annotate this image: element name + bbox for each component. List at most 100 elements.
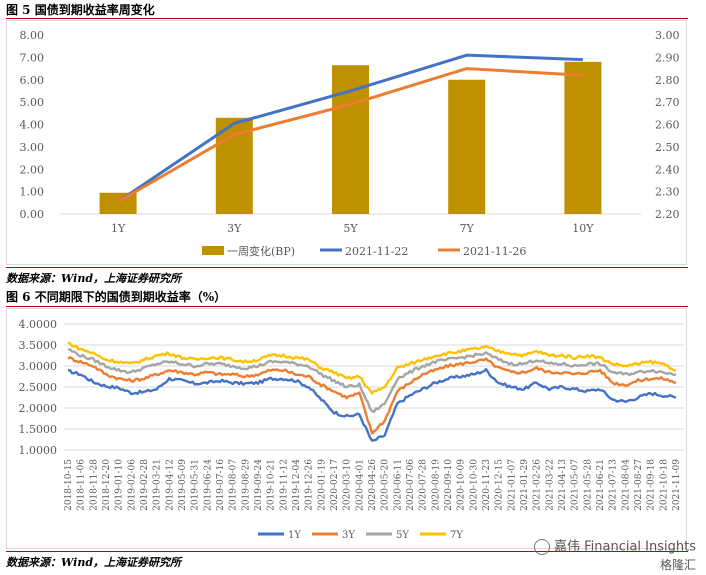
figure5-source: 数据来源：Wind，上海证券研究所 bbox=[6, 272, 182, 285]
x-tick-label: 2019-01-10 bbox=[115, 459, 125, 511]
x-tick-label: 2019-11-12 bbox=[279, 459, 289, 511]
legend-label: 5Y bbox=[396, 530, 409, 541]
x-tick-label: 5Y bbox=[343, 222, 358, 235]
x-tick-label: 2020-12-15 bbox=[495, 459, 505, 511]
y-left-tick-label: 6.00 bbox=[20, 74, 45, 87]
y-left-tick-label: 3.00 bbox=[20, 141, 45, 154]
x-tick-label: 2021-07-13 bbox=[609, 459, 619, 511]
legend-label: 2021-11-22 bbox=[345, 245, 408, 258]
x-tick-label: 2019-10-21 bbox=[267, 459, 277, 511]
x-tick-label: 2021-08-04 bbox=[621, 459, 631, 511]
watermark-line2: 格隆汇 bbox=[659, 558, 696, 572]
figure6-bottom-rule bbox=[6, 551, 688, 552]
bar-weekly-change bbox=[448, 79, 486, 214]
figure5-bottom-rule bbox=[6, 267, 688, 268]
x-tick-label: 2020-11-23 bbox=[482, 459, 492, 511]
figure5-top-rule bbox=[6, 18, 688, 19]
x-tick-label: 1Y bbox=[111, 222, 126, 235]
y-right-tick-label: 2.80 bbox=[655, 74, 680, 87]
x-tick-label: 2021-10-18 bbox=[659, 459, 669, 511]
x-tick-label: 2020-03-10 bbox=[343, 459, 353, 511]
legend-label: 1Y bbox=[288, 530, 301, 541]
x-tick-label: 10Y bbox=[572, 222, 594, 235]
y-left-tick-label: 8.00 bbox=[20, 29, 45, 42]
y-tick-label: 2.5000 bbox=[19, 381, 58, 394]
legend-label: 7Y bbox=[450, 530, 463, 541]
x-tick-label: 2021-01-29 bbox=[520, 459, 530, 511]
x-tick-label: 2021-05-07 bbox=[571, 459, 581, 511]
wechat-icon bbox=[533, 539, 550, 555]
x-tick-label: 2021-08-27 bbox=[634, 459, 644, 511]
y-left-tick-label: 2.00 bbox=[20, 163, 45, 176]
y-tick-label: 3.0000 bbox=[19, 360, 58, 373]
line-series-5Y bbox=[67, 348, 677, 414]
legend-label: 一周变化(BP) bbox=[227, 244, 295, 258]
x-tick-label: 2020-04-01 bbox=[355, 459, 365, 511]
y-tick-label: 2.0000 bbox=[19, 402, 58, 415]
chart1-frame bbox=[6, 20, 687, 265]
x-tick-label: 2020-07-06 bbox=[406, 459, 416, 511]
yield-weekly-change-chart: 0.00 1.00 2.00 3.00 4.00 5.00 6.00 7.00 8.00 2.20… bbox=[6, 20, 687, 265]
figure5-title: 图 5 国债到期收益率周变化 bbox=[6, 3, 155, 17]
figure6-source: 数据来源：Wind，上海证券研究所 bbox=[6, 556, 182, 569]
y-right-tick-label: 2.90 bbox=[655, 51, 680, 64]
x-tick-label: 2021-04-13 bbox=[558, 459, 568, 511]
x-tick-label: 2019-04-12 bbox=[165, 459, 175, 511]
y-right-tick-label: 2.50 bbox=[655, 141, 680, 154]
y-tick-label: 1.0000 bbox=[19, 444, 58, 457]
watermark-line1: 嘉伟 Financial Insights bbox=[533, 539, 696, 555]
x-tick-label: 2021-11-09 bbox=[672, 459, 682, 511]
yield-by-term-chart: 1.0000 1.5000 2.0000 2.5000 3.0000 3.5000 4.00… bbox=[6, 308, 687, 549]
x-tick-label: 2020-04-26 bbox=[368, 459, 378, 511]
figure6-title: 图 6 不同期限下的国债到期收益率（%） bbox=[6, 290, 227, 304]
y-right-tick-label: 2.40 bbox=[655, 163, 680, 176]
x-tick-label: 2019-02-06 bbox=[127, 459, 137, 511]
y-left-tick-label: 1.00 bbox=[20, 186, 45, 199]
line-series-3Y bbox=[67, 356, 677, 435]
y-tick-label: 3.5000 bbox=[19, 339, 58, 352]
x-tick-label: 2020-05-20 bbox=[381, 459, 391, 511]
y-tick-label: 1.5000 bbox=[19, 423, 58, 436]
x-tick-label: 2019-06-24 bbox=[203, 459, 213, 511]
x-tick-label: 2018-10-15 bbox=[64, 459, 74, 511]
legend-swatch-bar bbox=[202, 246, 224, 255]
x-tick-label: 2020-10-30 bbox=[469, 459, 479, 511]
x-tick-label: 2019-08-29 bbox=[241, 459, 251, 511]
x-tick-label: 2018-11-28 bbox=[89, 459, 99, 511]
x-tick-label: 2020-10-09 bbox=[457, 459, 467, 511]
y-right-tick-label: 2.70 bbox=[655, 96, 680, 109]
x-tick-label: 2019-09-24 bbox=[254, 459, 264, 511]
y-left-tick-label: 5.00 bbox=[20, 96, 45, 109]
x-tick-label: 2020-07-28 bbox=[419, 459, 429, 511]
x-tick-label: 2021-05-28 bbox=[583, 459, 593, 511]
x-tick-label: 2018-12-20 bbox=[102, 459, 112, 511]
line-series-1Y bbox=[67, 368, 677, 442]
line-series-2021-11-26 bbox=[117, 67, 583, 203]
x-tick-label: 2020-01-19 bbox=[317, 459, 327, 511]
x-tick-label: 2021-01-07 bbox=[507, 459, 517, 511]
x-tick-label: 2019-12-04 bbox=[292, 459, 302, 511]
line-series-7Y bbox=[67, 341, 677, 395]
x-tick-label: 3Y bbox=[227, 222, 242, 235]
y-right-tick-label: 2.20 bbox=[655, 208, 680, 221]
legend-label: 2021-11-26 bbox=[463, 245, 526, 258]
x-tick-label: 2021-09-18 bbox=[647, 459, 657, 511]
x-tick-label: 2019-12-26 bbox=[305, 459, 315, 511]
x-tick-label: 2018-11-06 bbox=[77, 459, 87, 511]
figure6-top-rule bbox=[6, 306, 688, 307]
x-tick-label: 2019-07-16 bbox=[216, 459, 226, 511]
x-tick-label: 2019-02-28 bbox=[140, 459, 150, 511]
x-tick-label: 2019-08-07 bbox=[229, 459, 239, 511]
y-right-tick-label: 2.60 bbox=[655, 119, 680, 132]
x-tick-label: 2019-05-09 bbox=[178, 459, 188, 511]
x-tick-label: 2020-02-17 bbox=[330, 459, 340, 511]
bar-weekly-change bbox=[564, 61, 602, 214]
x-tick-label: 2020-09-10 bbox=[444, 459, 454, 511]
chart2-frame bbox=[6, 308, 687, 549]
legend-label: 3Y bbox=[342, 530, 355, 541]
x-tick-label: 2020-08-19 bbox=[431, 459, 441, 511]
line-series-2021-11-22 bbox=[117, 53, 583, 203]
x-tick-label: 2019-03-21 bbox=[153, 459, 163, 511]
y-right-tick-label: 3.00 bbox=[655, 29, 680, 42]
x-tick-label: 2020-06-11 bbox=[393, 459, 403, 511]
